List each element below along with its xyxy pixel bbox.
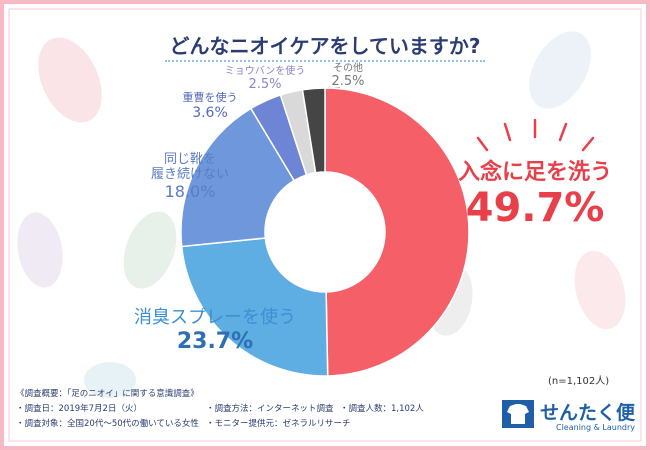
footer-item: ・調査日：2019年7月2日（火） (16, 404, 142, 414)
footer-item: ・調査方法：インターネット調査 (206, 404, 334, 414)
slice-label: 重曹を使う 3.6% (165, 91, 255, 121)
footer-item: ・モニター提供元：ゼネラルリサーチ (206, 419, 351, 429)
footer-item: ・調査人数：1,102人 (340, 404, 424, 414)
slice (180, 237, 329, 377)
value-label: 2.5% (248, 76, 282, 92)
category-label: ミョウバンを使う (224, 66, 306, 77)
value-label: 49.7% (465, 185, 605, 232)
logo-name: せんたく便 (540, 402, 636, 424)
footer-heading: 《調査概要：「足のニオイ」に関する意識調査》 (16, 389, 199, 399)
slice-label: その他 2.5% (318, 63, 378, 89)
slice-label: 入念に足を洗う 49.7% (450, 160, 620, 231)
frame-inner (8, 8, 642, 442)
category-label: 同じ靴を 履き続けない (150, 152, 229, 182)
slice (180, 107, 296, 248)
slice-label: 消臭スプレーを使う 23.7% (130, 307, 300, 354)
value-label: 2.5% (331, 73, 365, 89)
value-label: 3.6% (192, 104, 228, 121)
value-label: 23.7% (176, 328, 254, 354)
category-label: 重曹を使う (182, 91, 238, 104)
burst (476, 118, 595, 152)
title-text: どんなニオイケアをしていますか? (165, 34, 485, 62)
logo-icon (502, 400, 534, 428)
category-label: 入念に足を洗う (457, 160, 612, 185)
footer-item: ・調査対象：全国20代～50代の働いている女性 (16, 419, 199, 429)
slice (301, 87, 326, 174)
slice (324, 87, 470, 377)
category-label: 消臭スプレーを使う (134, 307, 296, 328)
category-label: その他 (333, 63, 363, 74)
sample-note: (n=1,102人) (548, 376, 610, 387)
background-prints (17, 31, 626, 398)
slice-label: 同じ靴を 履き続けない 18.0% (135, 152, 245, 201)
slice-label: ミョウバンを使う 2.5% (220, 66, 310, 92)
logo-tagline: Cleaning & Laundry (556, 423, 635, 432)
value-label: 18.0% (164, 181, 216, 201)
title: どんなニオイケアをしていますか? (0, 30, 650, 62)
